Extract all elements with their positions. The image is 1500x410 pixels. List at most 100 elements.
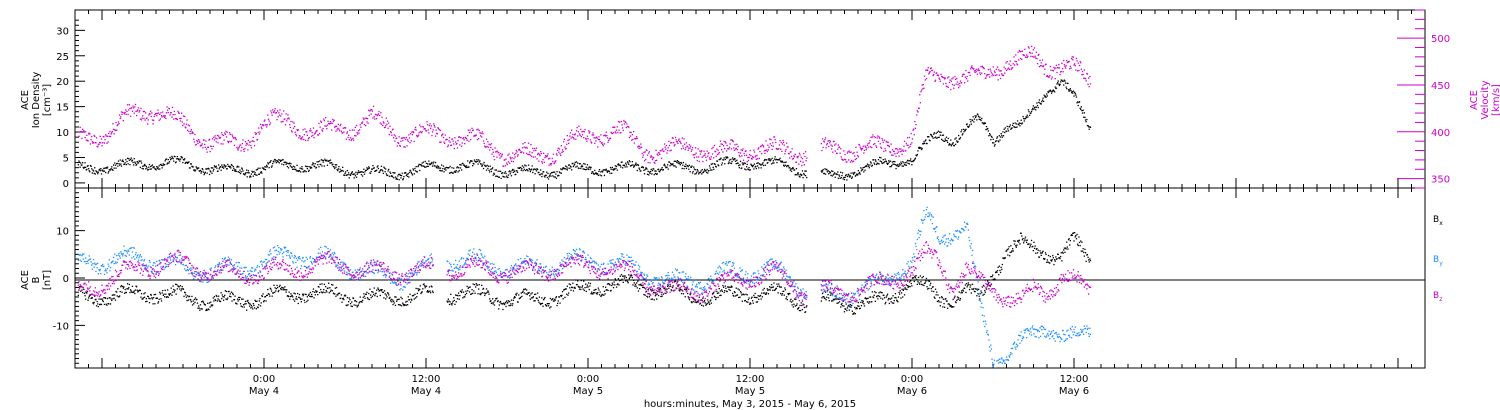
density-point: [125, 159, 127, 161]
density-point: [493, 173, 496, 175]
bx-point: [557, 302, 559, 304]
density-point: [921, 147, 923, 150]
density-point: [332, 163, 334, 165]
density-point: [258, 173, 260, 175]
velocity-point: [780, 141, 782, 144]
density-point: [632, 164, 634, 166]
density-point: [1050, 92, 1053, 94]
bx-point: [732, 292, 734, 295]
density-point: [635, 162, 637, 164]
bx-point: [202, 300, 204, 302]
velocity-point: [734, 144, 736, 146]
density-point: [702, 171, 705, 173]
density-point: [741, 162, 743, 164]
density-point: [1088, 126, 1090, 128]
velocity-point: [725, 150, 728, 152]
velocity-point: [258, 127, 260, 129]
bx-point: [502, 308, 504, 311]
velocity-point: [687, 149, 689, 151]
velocity-point: [552, 160, 554, 163]
velocity-point: [104, 138, 106, 141]
bx-point: [320, 288, 322, 291]
density-point: [673, 165, 675, 167]
velocity-point: [626, 123, 628, 125]
bx-point: [220, 292, 222, 294]
bx-point: [343, 298, 345, 301]
bx-point: [168, 293, 170, 295]
density-point: [1073, 95, 1075, 97]
bx-point: [513, 297, 515, 299]
velocity-point: [122, 111, 124, 114]
velocity-point: [965, 69, 967, 72]
velocity-point: [364, 117, 366, 119]
velocity-point: [667, 149, 669, 152]
density-point: [521, 168, 523, 170]
velocity-point: [871, 136, 873, 138]
density-point: [1077, 104, 1079, 107]
density-point: [706, 168, 708, 171]
density-point: [784, 161, 786, 164]
density-point: [1080, 108, 1082, 111]
bx-point: [348, 297, 350, 299]
density-point: [974, 115, 976, 117]
velocity-point: [970, 68, 972, 70]
bx-point: [353, 304, 355, 306]
bx-point: [733, 295, 735, 297]
bx-point: [455, 301, 457, 303]
velocity-point: [315, 131, 317, 133]
velocity-point: [404, 146, 406, 148]
bx-point: [448, 303, 451, 306]
density-point: [679, 162, 681, 164]
bx-point: [413, 298, 415, 300]
velocity-point: [449, 141, 451, 143]
bx-point: [536, 297, 538, 300]
velocity-point: [891, 154, 893, 156]
velocity-point: [126, 104, 129, 106]
velocity-point: [995, 74, 997, 76]
velocity-point: [433, 123, 435, 125]
velocity-point: [1083, 77, 1085, 79]
velocity-point: [1051, 76, 1053, 78]
velocity-point: [286, 118, 288, 120]
bx-point: [423, 283, 425, 285]
density-point: [546, 171, 548, 173]
density-point: [413, 169, 415, 171]
bx-point: [249, 305, 251, 307]
density-point: [898, 165, 900, 167]
density-point: [200, 172, 202, 174]
bx-point: [230, 291, 233, 293]
density-point: [970, 121, 972, 123]
velocity-point: [744, 154, 746, 157]
velocity-point: [470, 131, 473, 134]
velocity-point: [954, 76, 956, 78]
velocity-point: [164, 115, 166, 117]
density-point: [527, 170, 529, 172]
density-point: [954, 138, 956, 140]
velocity-point: [529, 154, 531, 156]
density-point: [492, 174, 494, 176]
density-point: [476, 160, 479, 162]
velocity-point: [99, 135, 101, 137]
density-point: [376, 166, 378, 168]
bx-point: [117, 288, 119, 290]
velocity-point: [199, 141, 201, 143]
velocity-point: [1029, 51, 1031, 53]
bx-point: [639, 284, 641, 286]
bx-point: [821, 297, 823, 299]
bx-point: [519, 297, 521, 299]
velocity-point: [636, 137, 638, 140]
velocity-point: [650, 156, 652, 158]
density-point: [352, 173, 355, 175]
velocity-point: [394, 135, 397, 137]
density-point: [128, 159, 130, 161]
bx-point: [351, 305, 353, 308]
bx-point: [490, 300, 492, 302]
density-point: [343, 174, 346, 176]
density-point: [541, 173, 544, 175]
density-point: [347, 174, 349, 176]
velocity-point: [1050, 78, 1053, 80]
velocity-point: [385, 117, 387, 119]
velocity-point: [648, 152, 650, 154]
velocity-point: [105, 135, 107, 137]
velocity-point: [728, 148, 730, 150]
